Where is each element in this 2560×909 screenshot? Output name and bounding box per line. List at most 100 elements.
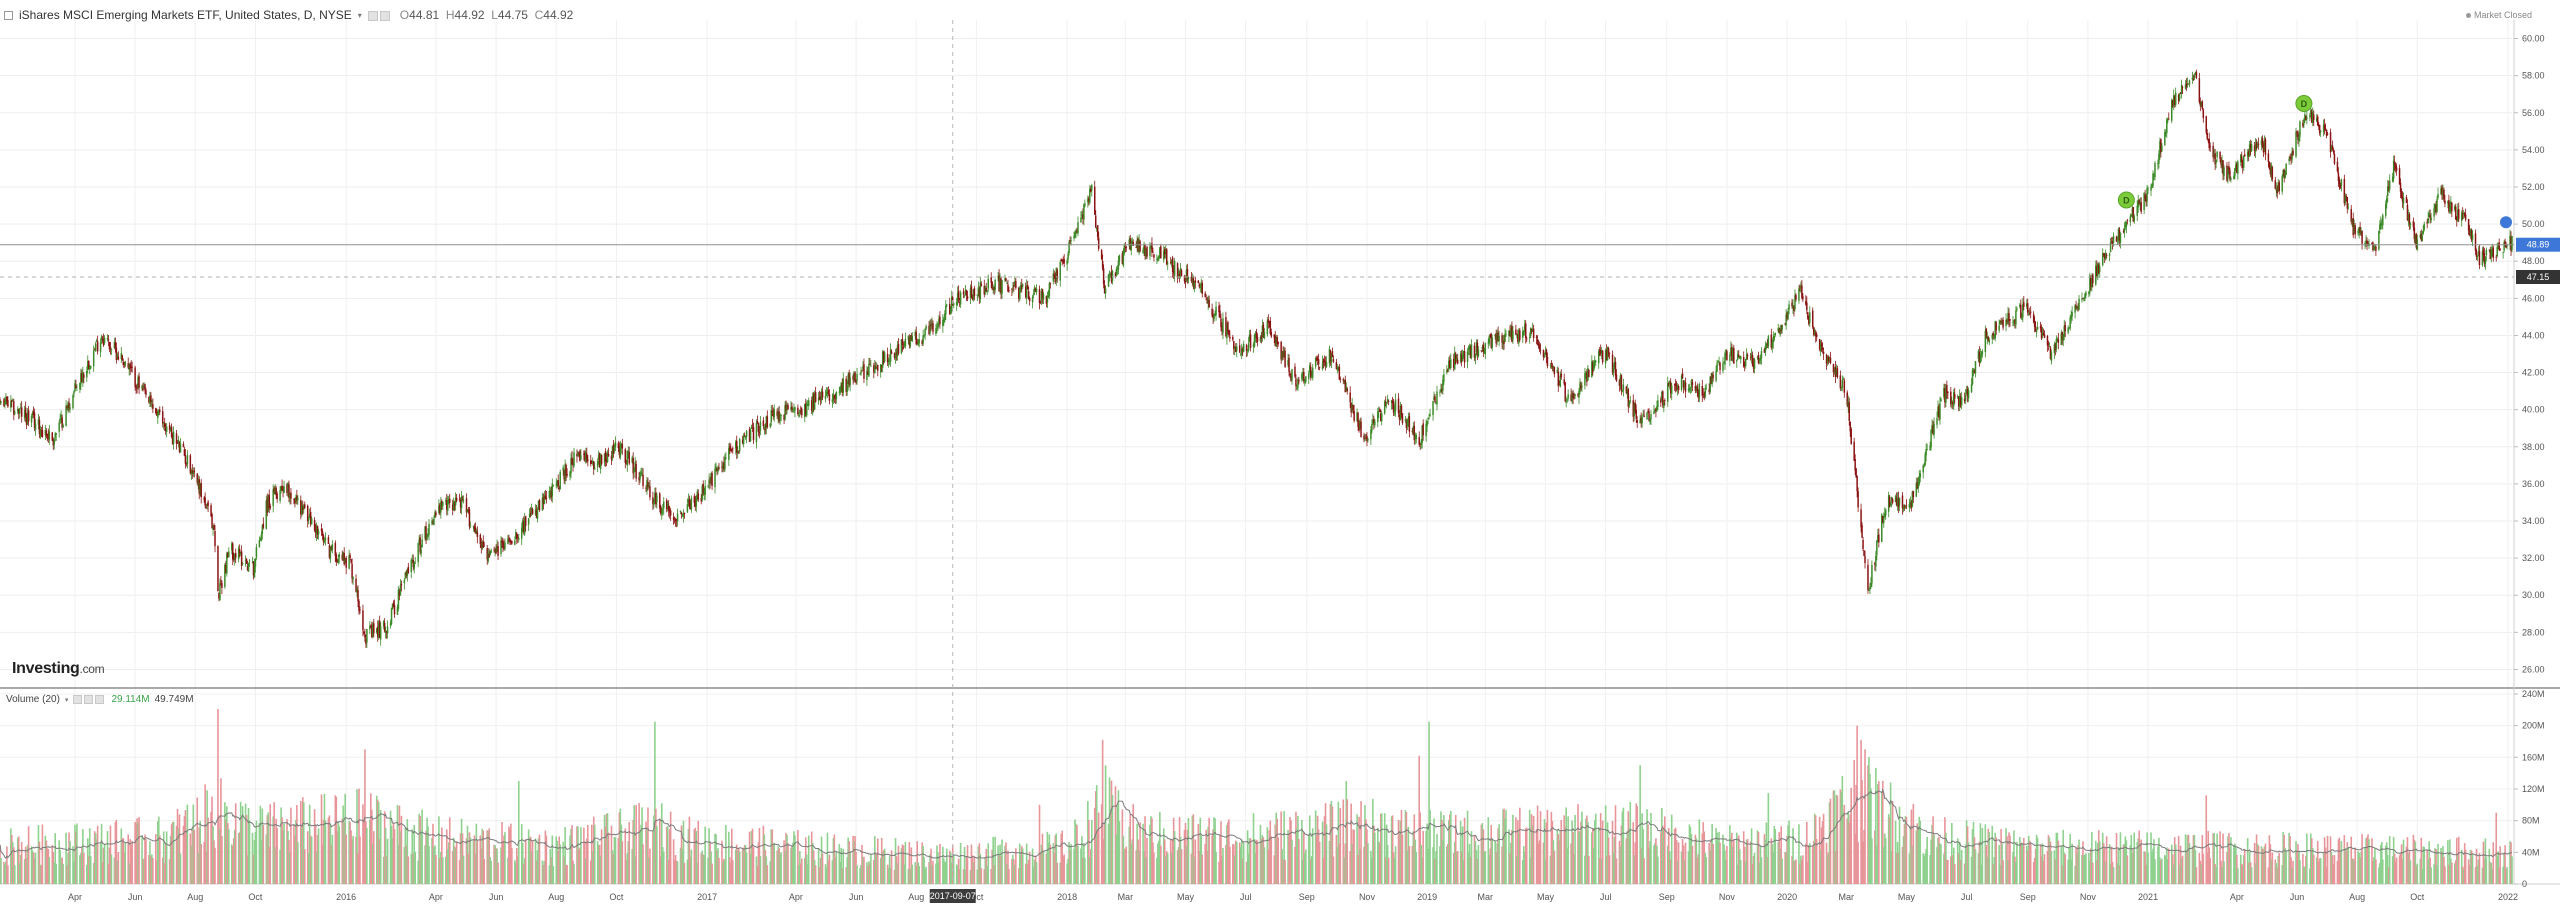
candle[interactable] bbox=[214, 524, 216, 553]
candle[interactable] bbox=[1806, 296, 1808, 315]
candle[interactable] bbox=[2054, 342, 2057, 356]
candle[interactable] bbox=[372, 621, 374, 639]
candle[interactable] bbox=[667, 500, 670, 517]
candle[interactable] bbox=[1752, 358, 1755, 373]
candle[interactable] bbox=[1516, 333, 1518, 339]
candle[interactable] bbox=[605, 453, 608, 467]
candle[interactable] bbox=[2150, 183, 2152, 197]
candle[interactable] bbox=[1260, 331, 1263, 344]
candle[interactable] bbox=[1370, 426, 1372, 446]
candle[interactable] bbox=[165, 423, 168, 438]
candle[interactable] bbox=[1184, 275, 1187, 289]
candle[interactable] bbox=[1246, 349, 1249, 357]
candle[interactable] bbox=[2000, 317, 2002, 325]
candle[interactable] bbox=[1874, 561, 1876, 571]
candle[interactable] bbox=[614, 436, 617, 451]
candle[interactable] bbox=[1042, 291, 1045, 304]
candle[interactable] bbox=[93, 347, 96, 351]
candle[interactable] bbox=[1262, 321, 1265, 339]
candle[interactable] bbox=[723, 456, 725, 472]
candle[interactable] bbox=[1503, 334, 1505, 350]
candle[interactable] bbox=[931, 317, 933, 330]
candle[interactable] bbox=[800, 405, 802, 415]
candle[interactable] bbox=[1455, 353, 1458, 362]
candle[interactable] bbox=[531, 507, 534, 515]
candle[interactable] bbox=[1643, 409, 1645, 418]
candle[interactable] bbox=[557, 474, 559, 490]
candle[interactable] bbox=[2111, 236, 2114, 250]
candle[interactable] bbox=[1600, 347, 1603, 360]
candle[interactable] bbox=[744, 435, 747, 440]
candle[interactable] bbox=[2067, 325, 2069, 335]
candle[interactable] bbox=[1998, 319, 2000, 333]
candle[interactable] bbox=[694, 495, 697, 511]
candle[interactable] bbox=[897, 338, 900, 356]
candle[interactable] bbox=[1724, 351, 1726, 370]
candle[interactable] bbox=[819, 391, 822, 406]
candle[interactable] bbox=[1952, 400, 1954, 410]
candle[interactable] bbox=[413, 561, 415, 574]
candle[interactable] bbox=[46, 433, 49, 442]
candle[interactable] bbox=[369, 621, 371, 635]
candle[interactable] bbox=[101, 335, 104, 344]
candle[interactable] bbox=[1930, 429, 1932, 451]
candle[interactable] bbox=[738, 437, 741, 454]
candle[interactable] bbox=[1227, 320, 1229, 335]
candle[interactable] bbox=[2057, 332, 2060, 350]
candle[interactable] bbox=[888, 354, 891, 366]
candle[interactable] bbox=[559, 469, 561, 490]
candle[interactable] bbox=[228, 547, 230, 558]
candle[interactable] bbox=[27, 406, 30, 426]
candle[interactable] bbox=[2071, 306, 2073, 321]
candle[interactable] bbox=[1242, 340, 1245, 353]
candle[interactable] bbox=[349, 552, 351, 560]
candle[interactable] bbox=[74, 379, 76, 392]
candle[interactable] bbox=[1290, 373, 1292, 382]
candle[interactable] bbox=[1433, 391, 1435, 401]
candle[interactable] bbox=[151, 399, 153, 409]
candle[interactable] bbox=[455, 493, 458, 503]
candle[interactable] bbox=[255, 543, 258, 561]
candle[interactable] bbox=[280, 485, 282, 494]
candle[interactable] bbox=[1812, 326, 1815, 337]
candle[interactable] bbox=[659, 491, 661, 513]
candle[interactable] bbox=[736, 446, 739, 459]
candle[interactable] bbox=[555, 478, 557, 489]
candle[interactable] bbox=[1793, 305, 1795, 317]
candle[interactable] bbox=[511, 540, 513, 545]
candle[interactable] bbox=[24, 401, 27, 423]
candle[interactable] bbox=[1953, 389, 1955, 411]
candle[interactable] bbox=[1977, 349, 1980, 363]
candle[interactable] bbox=[868, 357, 870, 377]
candle[interactable] bbox=[2187, 83, 2190, 85]
candle[interactable] bbox=[1539, 343, 1542, 355]
candle[interactable] bbox=[1059, 259, 1061, 287]
candle[interactable] bbox=[1689, 386, 1692, 394]
candle[interactable] bbox=[192, 467, 195, 477]
candle[interactable] bbox=[2202, 108, 2205, 123]
candle[interactable] bbox=[1301, 371, 1303, 382]
candle[interactable] bbox=[1945, 383, 1947, 408]
candle[interactable] bbox=[2110, 237, 2113, 244]
candle[interactable] bbox=[145, 387, 147, 398]
candle[interactable] bbox=[115, 342, 118, 364]
candle[interactable] bbox=[620, 442, 623, 454]
candle[interactable] bbox=[1972, 367, 1975, 377]
candle[interactable] bbox=[1372, 413, 1374, 426]
candle[interactable] bbox=[805, 398, 807, 417]
candle[interactable] bbox=[1024, 282, 1027, 299]
candle[interactable] bbox=[204, 492, 206, 509]
candle[interactable] bbox=[964, 285, 967, 296]
candle[interactable] bbox=[182, 441, 185, 448]
candle[interactable] bbox=[65, 400, 67, 427]
candle[interactable] bbox=[966, 290, 969, 302]
candle[interactable] bbox=[1199, 282, 1202, 293]
candle[interactable] bbox=[2129, 213, 2132, 227]
candle[interactable] bbox=[1966, 385, 1969, 403]
candle[interactable] bbox=[474, 522, 477, 534]
candle[interactable] bbox=[6, 396, 8, 406]
candle[interactable] bbox=[1809, 306, 1811, 328]
candle[interactable] bbox=[807, 397, 810, 410]
candle[interactable] bbox=[509, 537, 511, 545]
candle[interactable] bbox=[1509, 325, 1511, 337]
